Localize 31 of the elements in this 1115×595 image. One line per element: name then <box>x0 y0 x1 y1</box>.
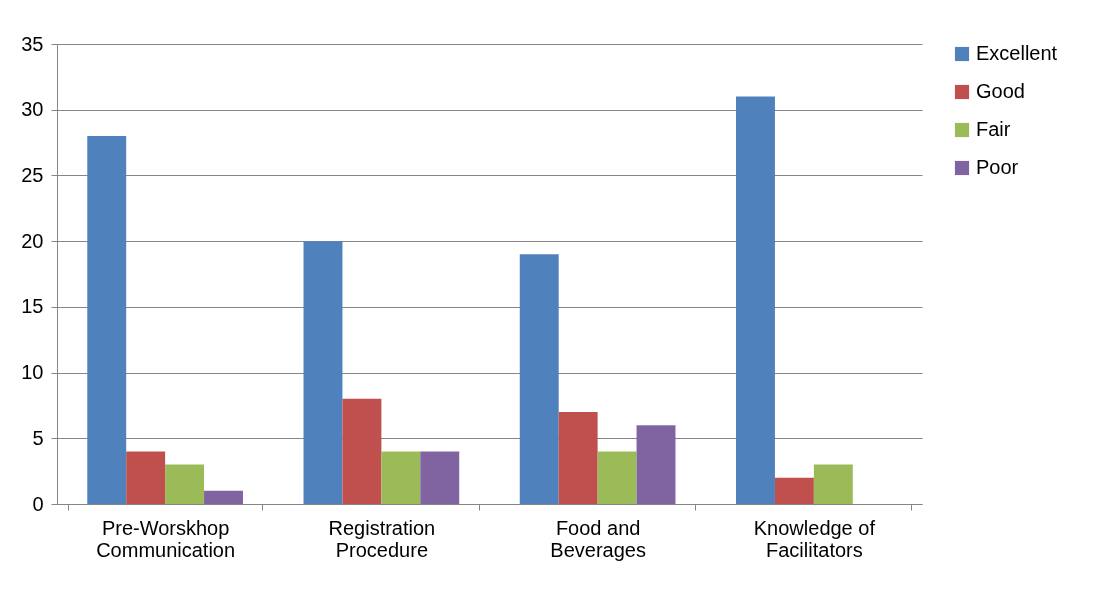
legend-label: Good <box>976 80 1025 102</box>
legend-label: Fair <box>976 118 1011 140</box>
legend-label: Poor <box>976 156 1019 178</box>
y-tick-label: 25 <box>21 163 44 186</box>
y-tick-label: 5 <box>32 426 44 449</box>
bar <box>736 96 775 504</box>
bar <box>519 254 559 504</box>
bar <box>204 490 243 504</box>
y-tick-label: 30 <box>21 98 44 121</box>
bar <box>87 136 127 504</box>
x-tick-label: Food and Beverages <box>550 516 646 561</box>
x-tick-label: Registration Procedure <box>328 516 436 561</box>
bar <box>774 477 814 504</box>
legend-label: Excellent <box>976 42 1058 64</box>
y-tick-label: 10 <box>21 361 44 384</box>
bar <box>597 451 637 504</box>
bar <box>126 451 166 504</box>
y-tick-label: 20 <box>21 229 44 252</box>
x-tick-label: Pre-Worskhop Communication <box>96 516 236 561</box>
bar <box>558 412 598 504</box>
x-tick-label: Knowledge of Facilitators <box>753 516 876 561</box>
bar <box>813 464 853 504</box>
bar <box>303 241 343 504</box>
bar <box>636 425 676 504</box>
y-tick-label: 15 <box>21 295 44 318</box>
y-tick-label: 0 <box>32 492 44 515</box>
bar <box>420 451 460 504</box>
bar <box>342 398 382 504</box>
y-tick-label: 35 <box>21 32 44 55</box>
bar <box>381 451 421 504</box>
bar <box>165 464 205 504</box>
